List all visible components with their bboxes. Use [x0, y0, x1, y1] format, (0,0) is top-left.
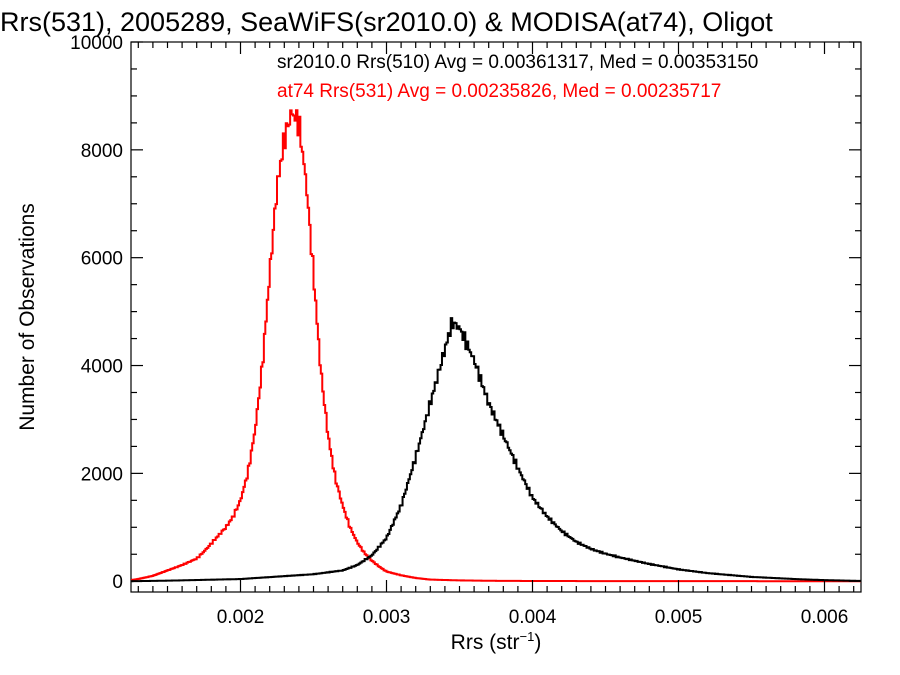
- y-tick-label: 10000: [70, 33, 123, 54]
- chart-title: Rrs(531), 2005289, SeaWiFS(sr2010.0) & M…: [0, 7, 773, 37]
- annotation-at74: at74 Rrs(531) Avg = 0.00235826, Med = 0.…: [277, 81, 721, 102]
- annotation-sr2010: sr2010.0 Rrs(510) Avg = 0.00361317, Med …: [277, 52, 758, 73]
- y-tick-label: 8000: [81, 141, 123, 162]
- y-tick-label: 2000: [81, 464, 123, 485]
- x-axis-label-text: Rrs (str: [451, 631, 520, 654]
- y-tick-label: 0: [112, 572, 123, 593]
- series-layer: [131, 109, 861, 583]
- x-tick-label: 0.004: [509, 607, 557, 628]
- y-tick-label: 4000: [81, 357, 123, 378]
- x-tick-label: 0.002: [217, 607, 265, 628]
- series-1-histogram-line: [131, 317, 861, 583]
- x-axis-label: Rrs (str−1): [451, 629, 542, 654]
- x-axis-label-exponent: −1: [520, 629, 535, 644]
- x-tick-label: 0.003: [363, 607, 411, 628]
- series-0-histogram-line: [131, 109, 861, 583]
- x-tick-label: 0.005: [655, 607, 703, 628]
- y-tick-label: 6000: [81, 249, 123, 270]
- plot-frame: [130, 41, 862, 593]
- y-axis-label: Number of Observations: [16, 203, 39, 431]
- x-tick-label: 0.006: [801, 607, 849, 628]
- x-axis-label-close: ): [534, 631, 541, 654]
- ticks-layer: 0.002 0.003 0.004 0.005 0.006 0 2000 4000 6000 80…: [70, 33, 861, 628]
